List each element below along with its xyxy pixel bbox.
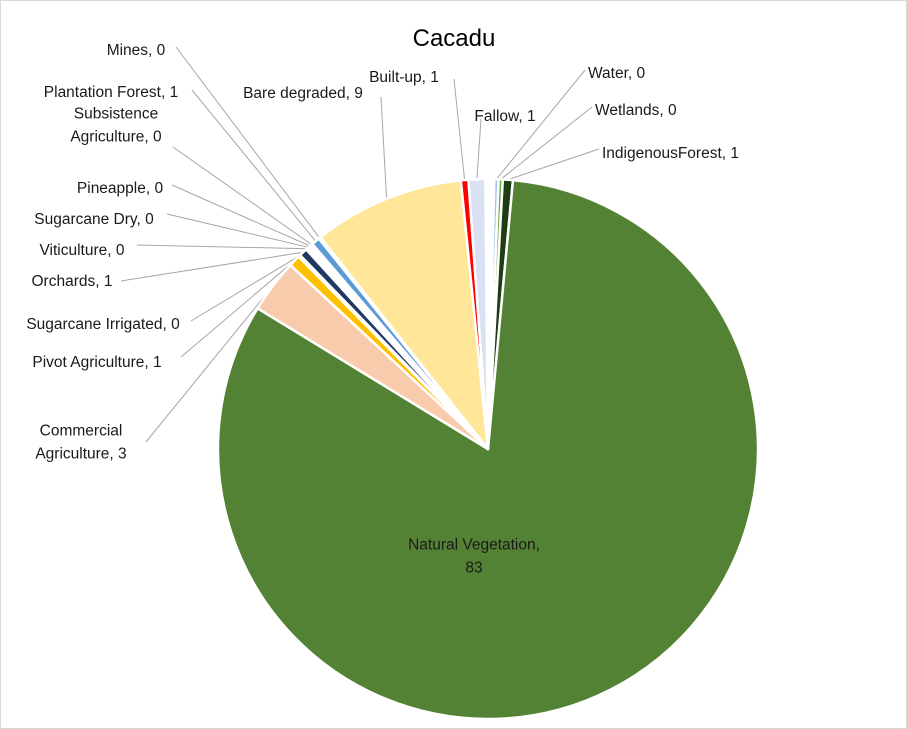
data-label-fallow: Fallow, 1 (474, 108, 535, 125)
data-label-plantation-forest: Plantation Forest, 1 (44, 84, 178, 101)
leader-line-water (496, 69, 586, 180)
data-label-commercial-agriculture: Commercial Agriculture, 3 (35, 423, 126, 463)
leader-line-mines (175, 46, 320, 239)
chart-title: Cacadu (413, 25, 496, 52)
leader-line-pivot-agriculture (180, 260, 295, 358)
data-label-sugarcane-dry: Sugarcane Dry, 0 (34, 211, 154, 228)
leader-line-sugarcane-dry (166, 213, 309, 248)
data-label-built-up: Built-up, 1 (369, 69, 439, 86)
leader-line-built-up (453, 78, 466, 181)
pie-slice-fallow (467, 177, 490, 451)
leader-line-indigenousforest (507, 148, 600, 181)
data-label-sugarcane-irrigated: Sugarcane Irrigated, 0 (26, 316, 180, 333)
leader-line-pineapple (171, 184, 311, 247)
data-label-pivot-agriculture: Pivot Agriculture, 1 (32, 354, 161, 371)
leader-line-subsistence-agriculture (172, 146, 312, 246)
pie-slice-bare-degraded (319, 179, 490, 451)
data-label-wetlands: Wetlands, 0 (595, 102, 677, 119)
data-label-mines: Mines, 0 (107, 42, 166, 59)
leader-lines (120, 46, 600, 443)
data-labels: Water, 0 Wetlands, 0 IndigenousForest, 1 Na… (26, 42, 739, 577)
leader-line-sugarcane-irrigated (190, 255, 300, 322)
pie-slices (216, 177, 760, 721)
leader-line-plantation-forest (191, 89, 316, 242)
data-label-orchards: Orchards, 1 (32, 273, 113, 290)
leader-line-orchards (120, 251, 304, 282)
data-label-viticulture: Viticulture, 0 (39, 242, 124, 259)
leader-line-viticulture (136, 244, 308, 250)
data-label-natural-vegetation: Natural Vegetation, 83 (408, 537, 540, 577)
data-label-indigenousforest: IndigenousForest, 1 (602, 145, 739, 162)
leader-line-commercial-agriculture (145, 285, 274, 443)
data-label-bare-degraded: Bare degraded, 9 (243, 85, 363, 102)
data-label-subsistence-agriculture: Subsistence Agriculture, 0 (70, 106, 162, 146)
data-label-water: Water, 0 (588, 65, 646, 82)
leader-line-fallow (476, 118, 482, 180)
leader-line-wetlands (500, 106, 593, 180)
leader-line-bare-degraded (380, 96, 388, 199)
data-label-pineapple: Pineapple, 0 (77, 180, 164, 197)
